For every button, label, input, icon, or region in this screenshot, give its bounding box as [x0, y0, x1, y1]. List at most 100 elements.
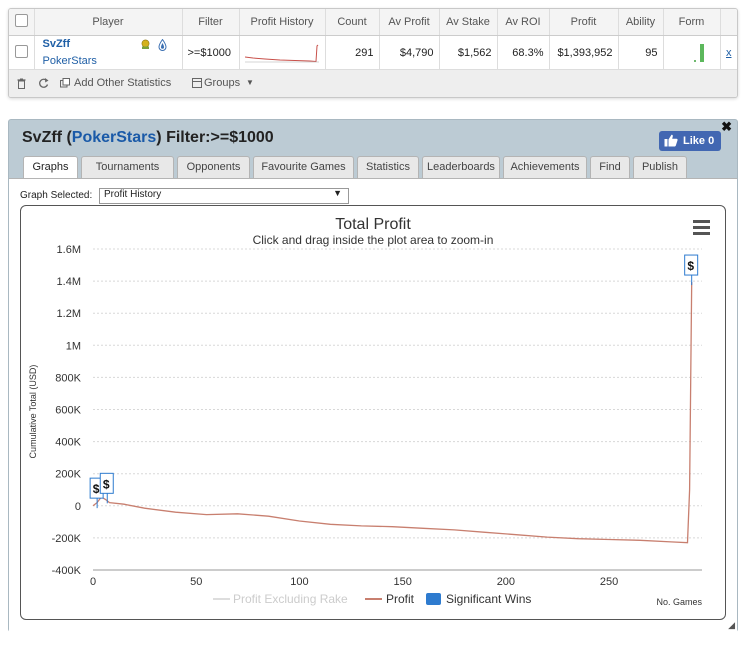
y-tick-label: 1.4M [57, 276, 81, 288]
y-tick-label: 200K [55, 469, 81, 481]
resize-handle-icon[interactable]: ◢ [728, 620, 735, 630]
panel-filter-label: Filter:>=$1000 [166, 129, 274, 146]
header-av-profit[interactable]: Av Profit [379, 9, 440, 36]
tab-publish[interactable]: Publish [633, 156, 687, 178]
significant-win-flag-label: $ [93, 482, 100, 496]
groups-icon[interactable] [192, 78, 202, 88]
stats-header-row: Player Filter Profit History Count Av Pr… [9, 9, 737, 36]
chart-subtitle: Click and drag inside the plot area to z… [253, 233, 494, 247]
x-tick-label: 250 [600, 576, 618, 588]
chart-menu-icon[interactable] [693, 220, 710, 235]
add-other-statistics-button[interactable]: Add Other Statistics [74, 77, 172, 89]
significant-win-flag[interactable]: $ [99, 472, 114, 504]
table-row: SvZff PokerStars >=$1000 291 $4,7 [9, 35, 737, 70]
header-filter[interactable]: Filter [182, 9, 240, 36]
y-tick-label: 600K [55, 405, 81, 417]
x-tick-label: 200 [497, 576, 515, 588]
x-tick-label: 150 [393, 576, 411, 588]
legend-significant-wins[interactable]: Significant Wins [446, 592, 531, 606]
filter-cell: >=$1000 [182, 35, 240, 70]
row-checkbox[interactable] [14, 44, 28, 58]
y-tick-label: 1.2M [57, 308, 81, 320]
tab-tournaments[interactable]: Tournaments [81, 156, 174, 178]
graph-selected-label: Graph Selected: [20, 190, 93, 201]
tab-graphs[interactable]: Graphs [23, 156, 78, 179]
tab-achievements[interactable]: Achievements [503, 156, 587, 178]
add-statistics-icon[interactable] [60, 78, 70, 88]
form-cell [663, 35, 721, 70]
y-tick-label: 800K [55, 372, 81, 384]
y-tick-label: -400K [52, 565, 82, 577]
series-line-1 [92, 282, 693, 544]
form-bar [699, 43, 704, 62]
remove-row-link[interactable]: x [726, 46, 732, 59]
y-axis-label: Cumulative Total (USD) [28, 365, 38, 459]
graph-type-select-value: Profit History [104, 189, 162, 200]
count-cell: 291 [325, 35, 380, 70]
remove-row-cell[interactable]: x [720, 35, 737, 70]
groups-dropdown[interactable]: Groups [204, 77, 241, 89]
stats-grid: Player Filter Profit History Count Av Pr… [9, 9, 737, 70]
panel-player-name: SvZff [22, 129, 62, 146]
header-form[interactable]: Form [663, 9, 721, 36]
graph-type-select[interactable]: Profit History ▼ [99, 188, 349, 204]
tab-find[interactable]: Find [590, 156, 630, 178]
header-remove [720, 9, 737, 36]
tab-favourite-games[interactable]: Favourite Games [253, 156, 354, 178]
close-icon[interactable]: ✖ [721, 119, 732, 134]
significant-win-flag[interactable]: $ [684, 254, 699, 286]
player-panel: SvZff (PokerStars) Filter:>=$1000 ✖ Like… [8, 119, 738, 632]
graphs-tab-content: Graph Selected: Profit History ▼ Total P… [9, 178, 737, 632]
form-dot [693, 59, 696, 62]
av-roi-cell: 68.3% [497, 35, 550, 70]
thumbs-up-icon [664, 134, 678, 147]
profit-chart-container: Total Profit Click and drag inside the pl… [20, 205, 726, 620]
stats-toolbar: Add Other Statistics Groups ▼ [9, 69, 737, 97]
y-tick-label: -200K [52, 533, 82, 545]
y-tick-label: 1M [66, 340, 81, 352]
tab-leaderboards[interactable]: Leaderboards [422, 156, 500, 178]
header-av-roi[interactable]: Av ROI [497, 9, 550, 36]
player-name-link[interactable]: SvZff [42, 38, 71, 50]
profit-history-sparkline[interactable] [245, 42, 319, 64]
trash-icon[interactable] [17, 78, 26, 89]
chevron-down-icon[interactable]: ▼ [246, 78, 254, 87]
row-select-cell[interactable] [9, 35, 35, 70]
ability-cell: 95 [618, 35, 664, 70]
y-tick-label: 1.6M [57, 244, 81, 256]
player-site-link[interactable]: PokerStars [42, 55, 97, 67]
header-ability[interactable]: Ability [618, 9, 664, 36]
header-profit-history[interactable]: Profit History [239, 9, 326, 36]
header-player[interactable]: Player [34, 9, 183, 36]
header-av-stake[interactable]: Av Stake [439, 9, 498, 36]
av-profit-cell: $4,790 [379, 35, 440, 70]
player-cell: SvZff PokerStars [34, 35, 183, 70]
legend-profit-excluding-rake[interactable]: Profit Excluding Rake [233, 592, 348, 606]
header-profit[interactable]: Profit [549, 9, 619, 36]
chart-title: Total Profit [335, 216, 411, 233]
y-tick-label: 0 [75, 501, 81, 513]
x-tick-label: 100 [290, 576, 308, 588]
y-tick-label: 400K [55, 437, 81, 449]
tab-statistics[interactable]: Statistics [357, 156, 419, 178]
player-stats-table: Player Filter Profit History Count Av Pr… [8, 8, 738, 98]
x-axis-label: No. Games [656, 597, 702, 607]
legend-profit[interactable]: Profit [386, 592, 415, 606]
header-count[interactable]: Count [325, 9, 380, 36]
significant-win-flag-label: $ [687, 259, 694, 273]
panel-title: SvZff (PokerStars) Filter:>=$1000 [22, 129, 274, 146]
select-all-header[interactable] [9, 9, 35, 36]
panel-site-name[interactable]: PokerStars [71, 129, 157, 146]
refresh-icon[interactable] [38, 77, 49, 89]
select-all-checkbox[interactable] [14, 14, 28, 27]
tab-opponents[interactable]: Opponents [177, 156, 250, 178]
x-tick-label: 0 [90, 576, 96, 588]
facebook-like-button[interactable]: Like 0 [659, 131, 721, 151]
av-stake-cell: $1,562 [439, 35, 498, 70]
profit-history-sparkline-cell[interactable] [239, 35, 326, 70]
water-drop-icon [157, 39, 167, 51]
medal-icon [141, 39, 149, 49]
chevron-down-icon[interactable]: ▼ [333, 188, 342, 198]
legend-swatch-significant-wins [426, 593, 441, 605]
